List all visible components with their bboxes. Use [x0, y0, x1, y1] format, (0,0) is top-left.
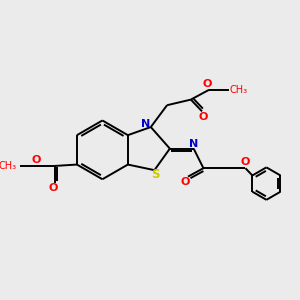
Text: O: O: [181, 177, 190, 187]
Text: CH₃: CH₃: [230, 85, 247, 95]
Text: O: O: [49, 183, 58, 194]
Text: N: N: [189, 139, 198, 148]
Text: O: O: [241, 157, 250, 167]
Text: O: O: [32, 155, 41, 165]
Text: N: N: [141, 119, 150, 129]
Text: O: O: [203, 79, 212, 89]
Text: O: O: [199, 112, 208, 122]
Text: CH₃: CH₃: [0, 161, 17, 171]
Text: S: S: [152, 168, 160, 181]
